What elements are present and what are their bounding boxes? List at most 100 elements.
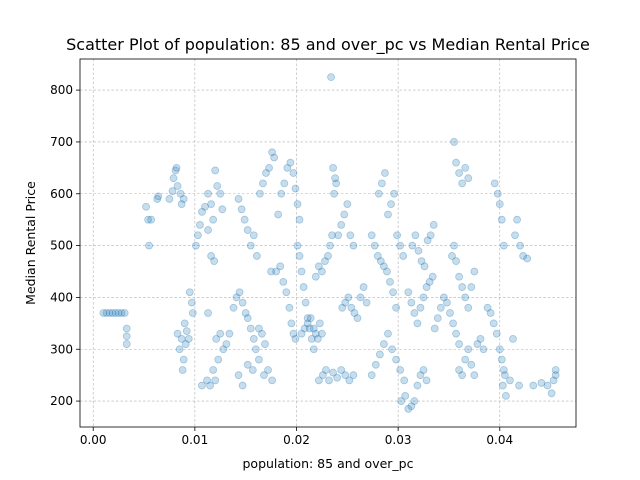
data-point	[408, 241, 417, 250]
data-point	[455, 272, 464, 281]
data-point	[283, 163, 292, 172]
data-point	[306, 314, 315, 323]
x-axis-ticks: 0.00 0.01 0.02 0.03 0.04	[80, 427, 513, 447]
y-tick-label: 200	[50, 394, 73, 408]
data-point	[547, 389, 556, 398]
data-point	[549, 376, 558, 385]
data-point	[410, 397, 419, 405]
data-point	[243, 226, 252, 234]
data-point	[470, 371, 479, 380]
data-point	[322, 366, 330, 374]
data-point	[211, 376, 220, 385]
x-tick-label: 0.04	[486, 433, 513, 447]
data-point	[241, 309, 250, 317]
data-point	[282, 288, 291, 297]
data-point	[252, 252, 261, 260]
data-point	[458, 371, 467, 380]
y-tick-label: 700	[50, 135, 73, 149]
data-point	[384, 329, 392, 338]
data-point	[303, 314, 312, 323]
data-point	[386, 277, 394, 286]
grid-lines	[80, 59, 576, 427]
data-point	[185, 288, 194, 297]
data-point	[411, 231, 420, 240]
data-point	[329, 163, 337, 172]
data-point	[209, 366, 218, 374]
data-point	[388, 345, 396, 354]
data-point	[461, 163, 470, 172]
data-point	[293, 241, 302, 250]
data-point	[249, 334, 258, 343]
data-point	[145, 241, 154, 250]
data-point	[172, 163, 181, 172]
data-point	[506, 376, 514, 385]
data-point	[289, 329, 298, 338]
data-point	[311, 329, 320, 338]
data-point	[321, 257, 329, 266]
data-point	[207, 200, 216, 209]
data-point	[191, 241, 200, 250]
data-point	[375, 350, 384, 359]
data-point	[497, 355, 506, 364]
data-point	[345, 376, 354, 385]
data-point	[350, 309, 359, 317]
data-point	[314, 376, 323, 385]
y-tick-label: 800	[50, 83, 73, 97]
data-point	[277, 189, 286, 198]
data-point	[206, 381, 215, 390]
data-point	[346, 231, 355, 240]
data-point	[370, 241, 379, 250]
data-point	[301, 298, 310, 307]
data-point	[314, 262, 323, 271]
data-point	[543, 381, 552, 390]
data-point	[410, 309, 419, 317]
data-point	[537, 379, 546, 387]
data-point	[122, 340, 131, 348]
data-point	[203, 376, 211, 385]
data-point	[213, 182, 222, 190]
data-point	[467, 283, 476, 291]
data-point	[173, 329, 182, 338]
data-point	[270, 153, 279, 162]
data-point	[439, 293, 448, 302]
data-point	[362, 298, 371, 307]
plot-area-frame	[79, 58, 577, 428]
data-point	[211, 166, 220, 175]
data-point	[255, 189, 264, 198]
data-point	[416, 371, 425, 380]
data-point	[274, 210, 283, 219]
data-point	[243, 360, 252, 369]
data-point	[293, 200, 302, 209]
data-point	[449, 319, 457, 328]
data-point	[196, 220, 204, 229]
data-point	[479, 345, 488, 354]
data-point	[490, 179, 499, 188]
data-point	[216, 189, 225, 198]
data-point	[387, 200, 395, 209]
data-point	[450, 241, 458, 250]
data-point	[279, 277, 288, 286]
data-point	[114, 309, 123, 317]
data-point	[313, 334, 322, 343]
data-point	[404, 288, 413, 297]
data-point	[464, 174, 473, 183]
data-point	[328, 231, 336, 240]
data-point	[280, 179, 289, 188]
data-point	[297, 267, 306, 276]
x-tick-label: 0.01	[181, 433, 208, 447]
data-point	[337, 366, 346, 374]
data-point	[147, 215, 156, 224]
data-point	[495, 345, 504, 354]
data-point	[254, 324, 263, 333]
data-point	[511, 231, 519, 240]
data-point	[338, 303, 347, 312]
data-point	[234, 195, 243, 203]
data-point	[153, 195, 162, 203]
data-point	[225, 329, 234, 338]
data-point	[516, 241, 524, 250]
x-tick-label: 0.03	[385, 433, 412, 447]
data-point	[122, 332, 131, 341]
data-point	[117, 309, 126, 317]
data-point	[419, 293, 428, 302]
